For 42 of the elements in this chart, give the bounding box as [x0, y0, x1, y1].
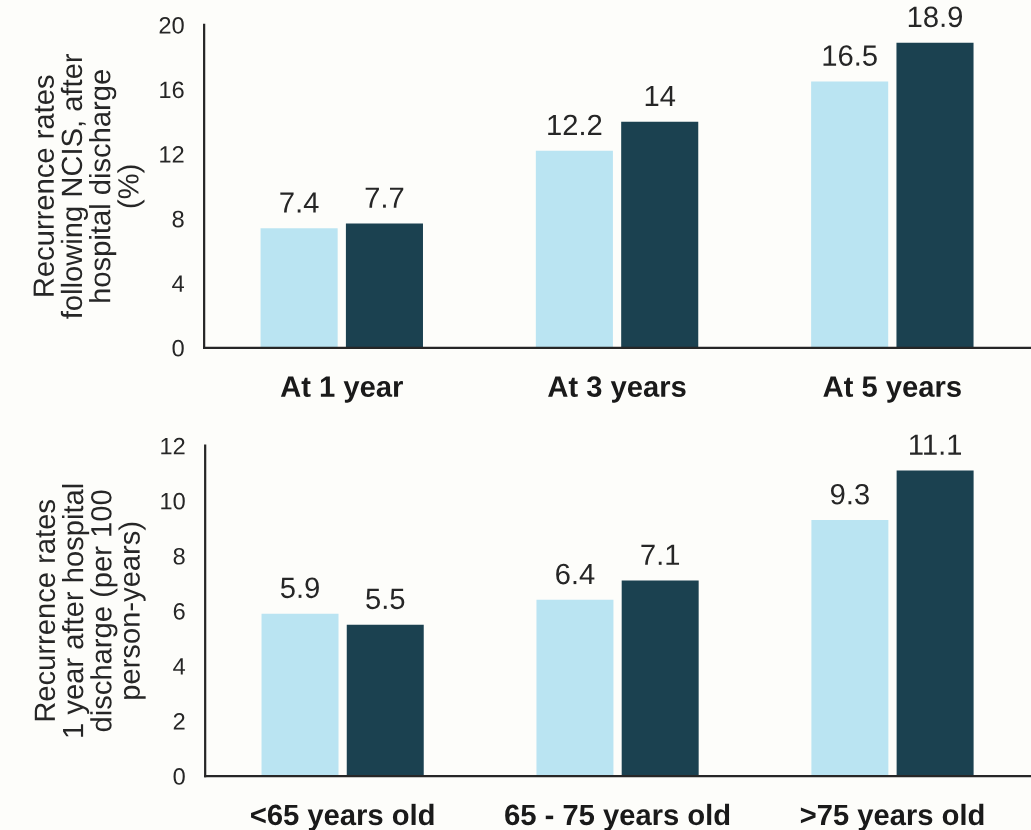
data-label: 9.3 — [830, 483, 869, 505]
bar — [345, 223, 423, 348]
bar — [346, 624, 424, 777]
bar — [536, 599, 614, 777]
data-label: 7.7 — [365, 187, 404, 208]
y-tick-label: 10 — [161, 492, 185, 510]
bar — [535, 150, 613, 348]
bar — [896, 42, 974, 348]
data-label: 5.5 — [366, 588, 405, 610]
y-tick-label: 6 — [173, 602, 185, 620]
y-tick-label: 4 — [172, 275, 184, 292]
bar — [261, 613, 339, 777]
bar — [260, 228, 338, 348]
data-label: 12.2 — [548, 114, 602, 136]
data-label: 14 — [645, 85, 676, 106]
bar — [896, 470, 974, 777]
y-tick-label: 12 — [161, 437, 185, 455]
data-label: 18.9 — [908, 6, 962, 28]
y-tick-label: 0 — [172, 339, 184, 357]
x-tick-label: At 3 years — [548, 376, 686, 403]
y-tick-label: 12 — [160, 146, 184, 163]
data-label: 7.1 — [641, 544, 680, 565]
y-tick-label: 20 — [159, 16, 184, 34]
y-tick-label: 8 — [172, 210, 184, 228]
y-tick-label: 16 — [160, 81, 184, 99]
data-label: 16.5 — [823, 45, 877, 66]
data-label: 6.4 — [556, 563, 595, 585]
bar — [621, 121, 699, 348]
x-tick-label: At 5 years — [823, 376, 961, 403]
data-label: 5.9 — [280, 577, 319, 599]
x-tick-label: At 1 year — [280, 376, 403, 403]
data-label: 7.4 — [280, 192, 319, 213]
y-tick-label: 2 — [173, 713, 185, 730]
y-tick-label: 8 — [173, 547, 185, 565]
y-tick-label: 4 — [173, 658, 186, 675]
data-label: 11.1 — [910, 434, 961, 455]
y-axis-title: Recurrence rates 1 year after hospital discharge (per 100 person-years) — [34, 484, 146, 737]
y-axis-title: Recurrence rates following NCIS, after hospital discharge (%) — [33, 53, 145, 319]
bar — [621, 580, 699, 777]
bar — [811, 520, 889, 777]
y-tick-label: 0 — [173, 768, 185, 785]
bar — [811, 81, 889, 348]
